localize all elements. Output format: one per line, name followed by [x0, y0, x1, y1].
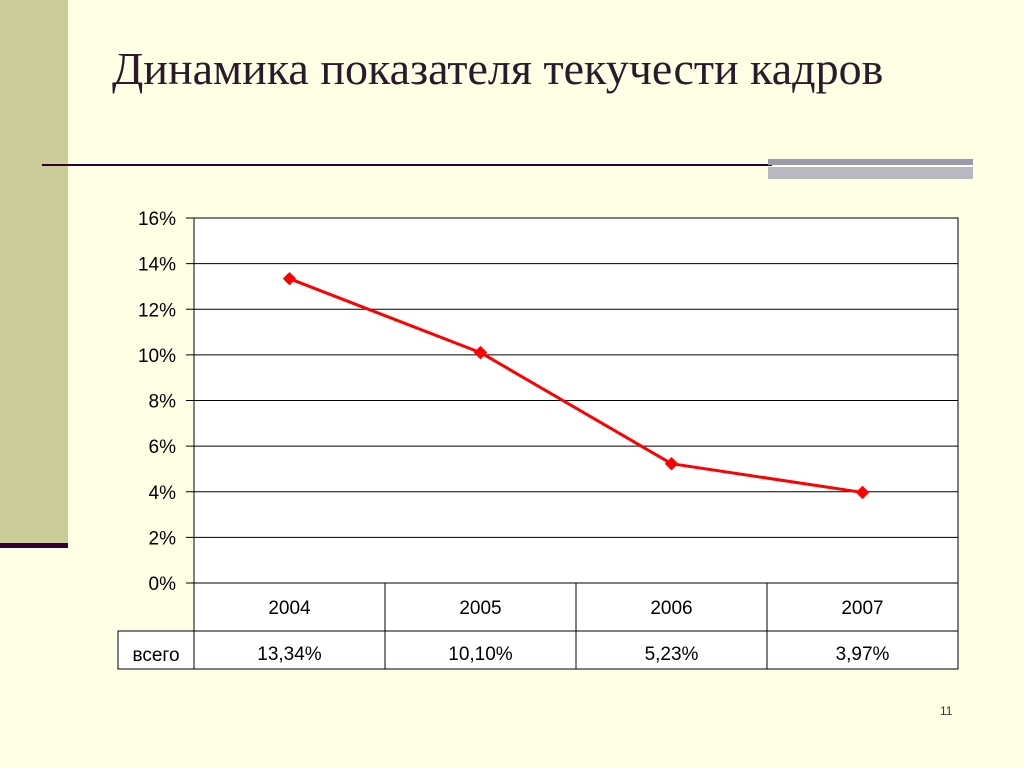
x-category-label: 2004	[268, 598, 311, 619]
title-accent	[768, 159, 973, 179]
data-label: 3,97%	[836, 644, 890, 665]
data-label: 13,34%	[257, 644, 322, 665]
y-tick-label: 10%	[138, 346, 176, 367]
title-rule	[42, 164, 772, 166]
title-accent-bar-bottom	[768, 167, 973, 179]
y-tick-label: 2%	[149, 528, 177, 549]
x-category-label: 2007	[841, 598, 883, 619]
y-tick-label: 4%	[149, 483, 177, 504]
data-label: 5,23%	[645, 644, 699, 665]
y-tick-label: 14%	[138, 255, 176, 276]
y-tick-label: 16%	[138, 209, 176, 230]
series-label: всего	[132, 645, 179, 666]
data-table-series-cell	[117, 630, 195, 670]
y-tick-label: 6%	[149, 437, 177, 458]
sidebar-underline	[0, 543, 68, 548]
data-label: 10,10%	[448, 644, 513, 665]
page-number: 11	[940, 704, 953, 718]
title-accent-bar-top	[768, 159, 973, 165]
sidebar-decoration	[0, 0, 68, 545]
data-point	[473, 345, 488, 360]
data-point	[855, 485, 870, 500]
x-category-label: 2005	[459, 598, 501, 619]
data-point	[282, 271, 297, 286]
data-point	[664, 456, 679, 471]
y-tick-label: 12%	[138, 300, 176, 321]
x-category-label: 2006	[650, 598, 692, 619]
series-line	[288, 277, 863, 494]
y-tick-label: 0%	[149, 574, 177, 595]
y-tick-label: 8%	[149, 392, 177, 413]
slide-title: Динамика показателя текучести кадров	[112, 43, 884, 94]
